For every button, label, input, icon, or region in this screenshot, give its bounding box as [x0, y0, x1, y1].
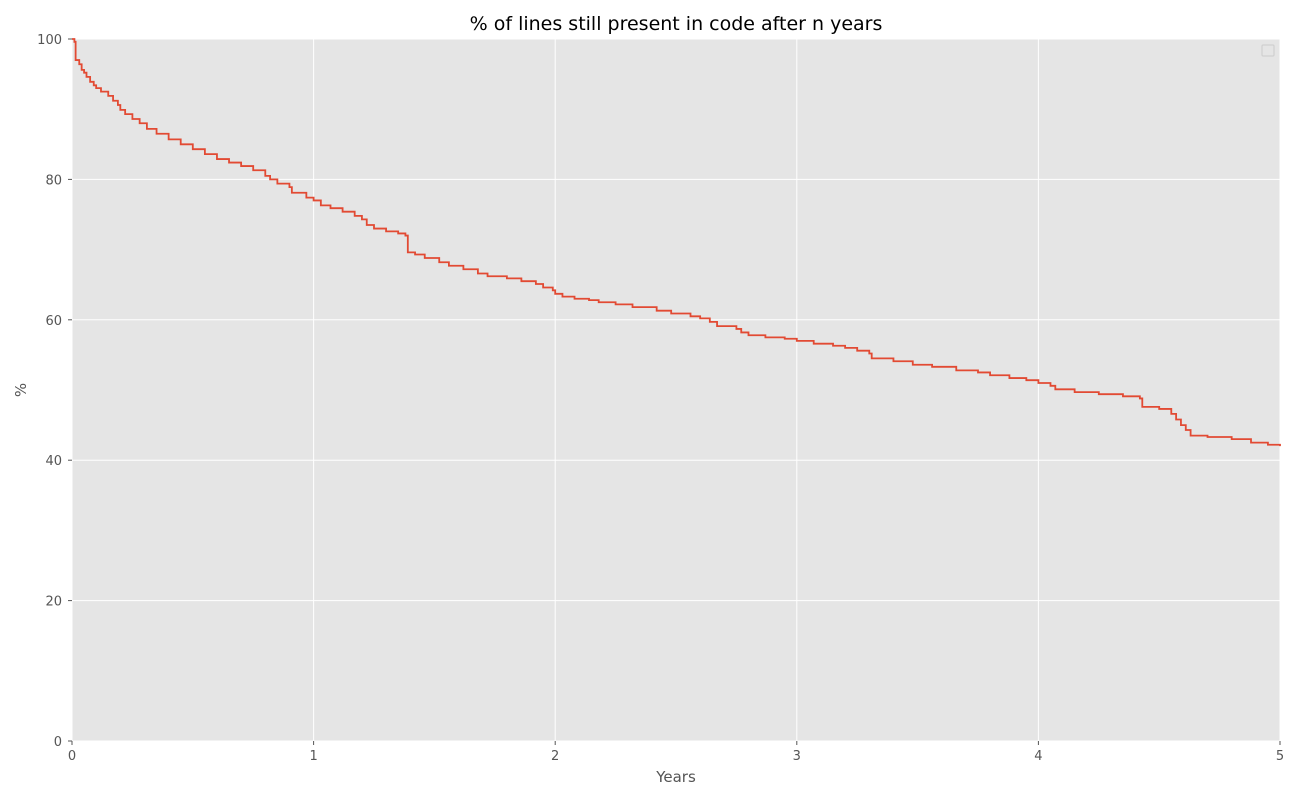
y-tick-label: 0: [54, 735, 62, 750]
series-line: [72, 38, 1281, 447]
y-tick-label: 20: [45, 595, 62, 610]
x-tick-label: 5: [1276, 749, 1284, 764]
y-tick-label: 60: [45, 314, 62, 329]
legend-box: [1261, 44, 1275, 57]
y-tick-label: 80: [45, 173, 62, 188]
y-axis-label: %: [12, 383, 30, 397]
x-axis-label: Years: [655, 768, 696, 786]
y-tick-label: 100: [37, 33, 62, 48]
plot-background: [72, 39, 1280, 741]
x-tick-label: 0: [68, 749, 76, 764]
y-tick-label: 40: [45, 454, 62, 469]
x-tick-label: 4: [1034, 749, 1042, 764]
x-tick-label: 3: [793, 749, 801, 764]
chart-title: % of lines still present in code after n…: [470, 13, 883, 35]
x-tick-label: 2: [551, 749, 559, 764]
x-tick-label: 1: [309, 749, 317, 764]
ticks: 0 1 2 3 4 5 0 20 40 60 80 100: [37, 33, 1284, 764]
series-group: [72, 38, 1281, 447]
